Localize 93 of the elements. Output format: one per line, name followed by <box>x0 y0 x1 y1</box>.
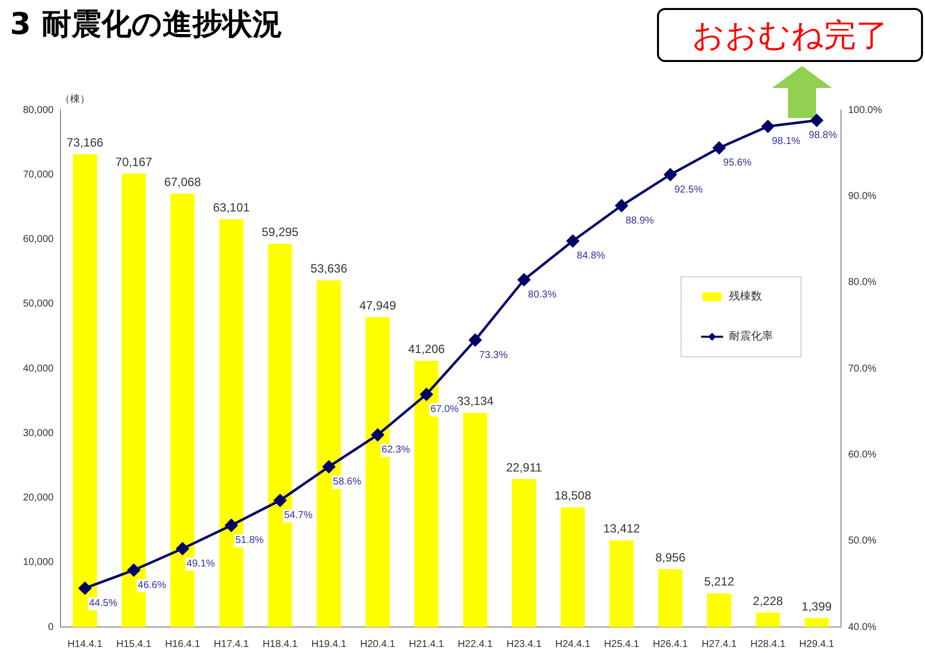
point <box>468 334 482 346</box>
y2-tick-label: 40.0% <box>848 622 877 633</box>
y-tick-label: 0 <box>48 622 54 633</box>
x-tick-label: H25.4.1 <box>604 638 640 650</box>
data-label: 88.9% <box>626 215 654 226</box>
data-label: 63,101 <box>212 200 250 215</box>
x-tick-label: H14.4.1 <box>67 638 103 650</box>
data-label: 73.3% <box>479 350 508 361</box>
bar <box>463 412 488 627</box>
x-tick-label: H29.4.1 <box>799 638 835 650</box>
x-tick-label: H17.4.1 <box>214 638 250 650</box>
data-label: 1,399 <box>802 599 832 614</box>
bar <box>804 618 829 627</box>
bar <box>658 569 682 627</box>
x-tick-label: H22.4.1 <box>458 638 494 650</box>
data-label: 84.8% <box>576 250 606 262</box>
data-label: 67,068 <box>164 174 202 189</box>
x-tick-label: H26.4.1 <box>652 638 688 650</box>
x-tick-label: H27.4.1 <box>702 638 738 650</box>
data-label: 22,911 <box>506 460 542 474</box>
y-tick-label: 10,000 <box>22 557 54 568</box>
data-label: 18,508 <box>554 488 592 503</box>
data-label: 8,956 <box>655 550 686 564</box>
data-label: 51.8% <box>235 535 264 546</box>
bar <box>707 593 732 627</box>
y2-tick-label: 100.0% <box>848 104 882 116</box>
x-tick-label: H23.4.1 <box>506 638 542 650</box>
data-label: 5,212 <box>704 574 734 589</box>
point <box>322 460 336 473</box>
data-label: 59,295 <box>262 225 299 240</box>
data-label: 46.6% <box>138 580 166 591</box>
y-tick-label: 70,000 <box>22 169 54 180</box>
point <box>371 428 384 442</box>
y2-tick-label: 60.0% <box>848 449 877 460</box>
point <box>615 199 628 212</box>
data-label: 2,228 <box>752 594 784 608</box>
bar <box>609 540 634 627</box>
legend-label: 耐震化率 <box>729 330 774 343</box>
point <box>420 388 433 401</box>
x-tick-label: H18.4.1 <box>262 638 298 650</box>
point <box>128 564 140 576</box>
data-label: 49.1% <box>186 558 215 570</box>
x-tick-label: H19.4.1 <box>311 638 347 650</box>
data-label: 80.3% <box>528 290 556 300</box>
point <box>225 519 238 532</box>
y2-tick-label: 80.0% <box>848 277 877 288</box>
data-label: 98.8% <box>808 130 838 142</box>
point <box>176 542 189 555</box>
point <box>712 142 726 154</box>
point <box>274 494 286 507</box>
data-label: 73,166 <box>66 135 104 150</box>
data-label: 44.5% <box>88 598 118 609</box>
x-tick-label: H16.4.1 <box>165 638 200 650</box>
data-label: 53,636 <box>310 262 348 276</box>
y-tick-label: 20,000 <box>22 492 54 504</box>
data-label: 67.0% <box>430 404 459 416</box>
y-tick-label: 40,000 <box>22 363 54 374</box>
y-tick-label: 80,000 <box>22 104 54 116</box>
point <box>664 168 677 181</box>
data-label: 70,167 <box>115 154 152 169</box>
point <box>566 234 580 248</box>
y2-tick-label: 90.0% <box>848 190 877 202</box>
y-tick-label: 50,000 <box>22 298 54 310</box>
bar <box>560 507 585 627</box>
x-tick-label: H24.4.1 <box>555 638 591 650</box>
bar <box>756 612 780 627</box>
data-label: 13,412 <box>603 522 640 536</box>
data-label: 58.6% <box>332 476 362 488</box>
point <box>518 274 530 286</box>
y-tick-label: 30,000 <box>22 428 54 439</box>
x-tick-label: H21.4.1 <box>408 638 444 650</box>
x-tick-label: H20.4.1 <box>360 638 396 650</box>
data-label: 92.5% <box>674 184 703 196</box>
y2-tick-label: 50.0% <box>848 536 877 547</box>
data-label: 95.6% <box>723 158 752 169</box>
y-axis-title: （棟） <box>60 92 90 106</box>
x-tick-label: H28.4.1 <box>750 638 786 650</box>
data-label: 62.3% <box>382 444 410 456</box>
bar <box>512 478 536 627</box>
chart-title: 3 耐震化の進捗状況 <box>10 6 282 44</box>
data-label: 54.7% <box>284 510 313 522</box>
text: おおむね完了 <box>657 8 923 62</box>
point <box>810 114 823 127</box>
point <box>762 120 774 133</box>
data-label: 47,949 <box>359 298 396 312</box>
legend-label: 残棟数 <box>729 290 762 303</box>
y2-tick-label: 70.0% <box>848 363 877 374</box>
data-label: 41,206 <box>408 342 446 356</box>
data-label: 98.1% <box>772 136 800 148</box>
y-tick-label: 60,000 <box>22 234 54 245</box>
data-label: 33,134 <box>456 394 494 408</box>
point <box>78 582 92 594</box>
x-tick-label: H15.4.1 <box>116 638 152 650</box>
